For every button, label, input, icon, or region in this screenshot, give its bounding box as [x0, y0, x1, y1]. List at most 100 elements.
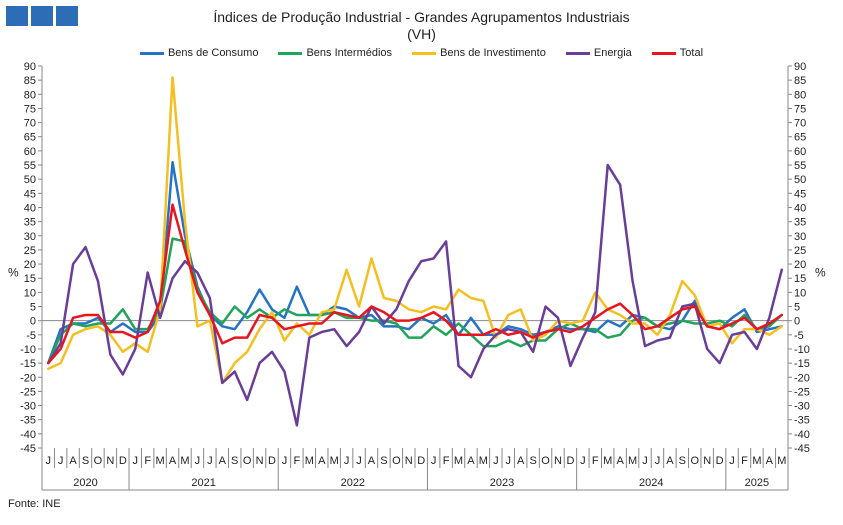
x-month-label: M [628, 455, 637, 467]
legend-item: Bens Intermédios [278, 47, 392, 59]
x-month-label: M [454, 455, 463, 467]
legend-swatch [278, 51, 303, 55]
x-month-label: S [82, 455, 89, 467]
x-month-label: D [716, 455, 724, 467]
x-month-label: F [144, 455, 151, 467]
y-tick-label-right: -35 [794, 415, 810, 427]
x-month-label: J [45, 455, 51, 467]
x-month-label: M [305, 455, 314, 467]
x-month-label: J [344, 455, 350, 467]
x-month-label: M [180, 455, 189, 467]
y-tick-label-right: 15 [794, 273, 806, 285]
y-tick-label-right: -45 [794, 443, 810, 455]
series-line-bens-de-investimento [46, 76, 784, 385]
x-month-label: A [666, 455, 674, 467]
x-month-label: J [729, 455, 735, 467]
legend-swatch [412, 51, 437, 55]
x-month-label: M [330, 455, 339, 467]
x-month-label: S [529, 455, 536, 467]
legend-item: Bens de Investimento [412, 47, 546, 59]
y-tick-label-right: -40 [794, 429, 810, 441]
y-tick-label-right: 50 [794, 174, 806, 186]
x-month-label: A [467, 455, 475, 467]
y-tick-label-left: 50 [24, 174, 36, 186]
y-tick-label-left: -15 [20, 358, 36, 370]
y-tick-label-left: 15 [24, 273, 36, 285]
x-month-label: N [554, 455, 562, 467]
y-tick-label-left: 35 [24, 217, 36, 229]
y-tick-label-right: 45 [794, 188, 806, 200]
x-month-label: N [106, 455, 114, 467]
y-tick-label-right: 5 [794, 302, 800, 314]
x-month-label: D [417, 455, 425, 467]
y-tick-label-right: 90 [794, 61, 806, 73]
y-tick-label-right: -25 [794, 386, 810, 398]
x-month-label: S [679, 455, 686, 467]
x-month-label: F [294, 455, 301, 467]
y-axis-label-left: % [8, 266, 19, 280]
x-month-label: A [517, 455, 525, 467]
x-month-label: O [541, 455, 550, 467]
y-tick-label-left: -30 [20, 401, 36, 413]
ine-logo [6, 6, 78, 26]
y-tick-label-left: 10 [24, 287, 36, 299]
y-tick-label-left: 55 [24, 160, 36, 172]
y-tick-label-right: -5 [794, 330, 804, 342]
x-month-label: J [356, 455, 362, 467]
x-month-label: A [69, 455, 77, 467]
x-month-label: N [703, 455, 711, 467]
legend-item: Bens de Consumo [139, 47, 258, 59]
y-tick-label-right: 30 [794, 231, 806, 243]
series-line-bens-intermedios [46, 237, 784, 365]
x-month-label: J [580, 455, 586, 467]
x-month-label: A [219, 455, 227, 467]
y-tick-label-right: -30 [794, 401, 810, 413]
x-month-label: J [431, 455, 437, 467]
y-tick-label-right: 80 [794, 89, 806, 101]
y-tick-label-right: 35 [794, 217, 806, 229]
y-tick-label-left: 90 [24, 61, 36, 73]
x-month-label: M [156, 455, 165, 467]
x-month-label: D [268, 455, 276, 467]
y-tick-label-left: 85 [24, 75, 36, 87]
y-tick-label-right: -20 [794, 372, 810, 384]
series-line-total [46, 203, 784, 365]
x-month-label: J [195, 455, 201, 467]
x-month-label: F [741, 455, 748, 467]
x-month-label: J [58, 455, 64, 467]
logo-square [31, 6, 53, 26]
y-tick-label-left: 80 [24, 89, 36, 101]
x-month-label: A [318, 455, 326, 467]
chart-title-block: Índices de Produção Industrial - Grandes… [0, 9, 843, 43]
y-tick-label-left: 5 [30, 302, 36, 314]
x-month-label: M [479, 455, 488, 467]
x-year-label: 2025 [745, 477, 769, 489]
x-month-label: J [207, 455, 213, 467]
legend-item: Total [651, 47, 704, 59]
y-tick-label-right: 85 [794, 75, 806, 87]
x-month-label: J [506, 455, 512, 467]
y-tick-label-left: 25 [24, 245, 36, 257]
legend-swatch [565, 51, 590, 55]
y-tick-label-left: -5 [26, 330, 36, 342]
chart-subtitle: (VH) [407, 26, 436, 42]
x-month-label: A [766, 455, 774, 467]
x-month-label: A [169, 455, 177, 467]
x-month-label: J [493, 455, 499, 467]
x-year-label: 2022 [341, 477, 365, 489]
x-month-label: S [231, 455, 238, 467]
y-tick-label-right: 0 [794, 316, 800, 328]
x-month-label: M [603, 455, 612, 467]
y-tick-label-right: 20 [794, 259, 806, 271]
y-tick-label-right: 10 [794, 287, 806, 299]
legend-label: Total [679, 47, 704, 59]
legend-label: Energia [593, 47, 632, 59]
x-month-label: F [443, 455, 450, 467]
y-tick-label-right: 40 [794, 202, 806, 214]
y-tick-label-left: 65 [24, 132, 36, 144]
chart-legend: Bens de Consumo Bens Intermédios Bens de I… [0, 47, 843, 59]
y-tick-label-left: -35 [20, 415, 36, 427]
y-tick-label-left: -45 [20, 443, 36, 455]
legend-swatch [139, 51, 164, 55]
legend-item: Energia [565, 47, 632, 59]
